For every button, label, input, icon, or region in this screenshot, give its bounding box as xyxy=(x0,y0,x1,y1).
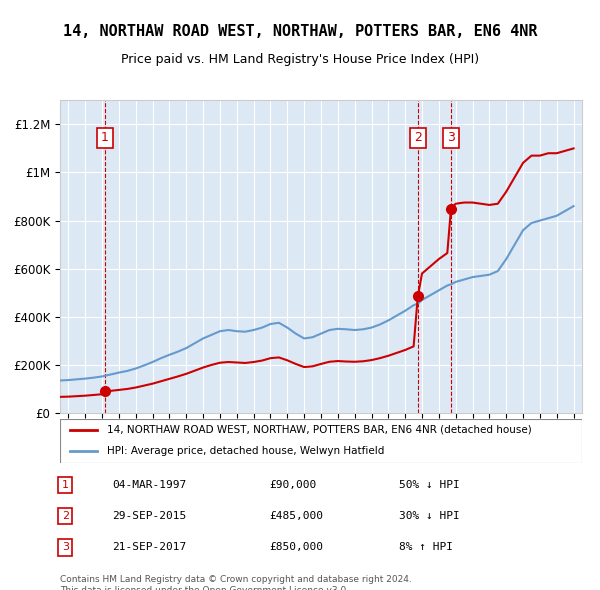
Text: 30% ↓ HPI: 30% ↓ HPI xyxy=(400,511,460,521)
Text: 3: 3 xyxy=(447,132,455,145)
Text: 04-MAR-1997: 04-MAR-1997 xyxy=(112,480,187,490)
Text: 14, NORTHAW ROAD WEST, NORTHAW, POTTERS BAR, EN6 4NR: 14, NORTHAW ROAD WEST, NORTHAW, POTTERS … xyxy=(63,24,537,38)
Text: Price paid vs. HM Land Registry's House Price Index (HPI): Price paid vs. HM Land Registry's House … xyxy=(121,53,479,66)
Text: 3: 3 xyxy=(62,542,69,552)
Text: 8% ↑ HPI: 8% ↑ HPI xyxy=(400,542,454,552)
Text: 1: 1 xyxy=(62,480,69,490)
Text: 29-SEP-2015: 29-SEP-2015 xyxy=(112,511,187,521)
Text: 21-SEP-2017: 21-SEP-2017 xyxy=(112,542,187,552)
Text: 1: 1 xyxy=(101,132,109,145)
Text: Contains HM Land Registry data © Crown copyright and database right 2024.
This d: Contains HM Land Registry data © Crown c… xyxy=(60,575,412,590)
Text: 14, NORTHAW ROAD WEST, NORTHAW, POTTERS BAR, EN6 4NR (detached house): 14, NORTHAW ROAD WEST, NORTHAW, POTTERS … xyxy=(107,425,532,435)
Text: 2: 2 xyxy=(62,511,69,521)
Text: £90,000: £90,000 xyxy=(269,480,316,490)
FancyBboxPatch shape xyxy=(60,419,582,463)
Text: 2: 2 xyxy=(414,132,422,145)
Text: 50% ↓ HPI: 50% ↓ HPI xyxy=(400,480,460,490)
Text: HPI: Average price, detached house, Welwyn Hatfield: HPI: Average price, detached house, Welw… xyxy=(107,446,385,455)
Text: £485,000: £485,000 xyxy=(269,511,323,521)
Text: £850,000: £850,000 xyxy=(269,542,323,552)
